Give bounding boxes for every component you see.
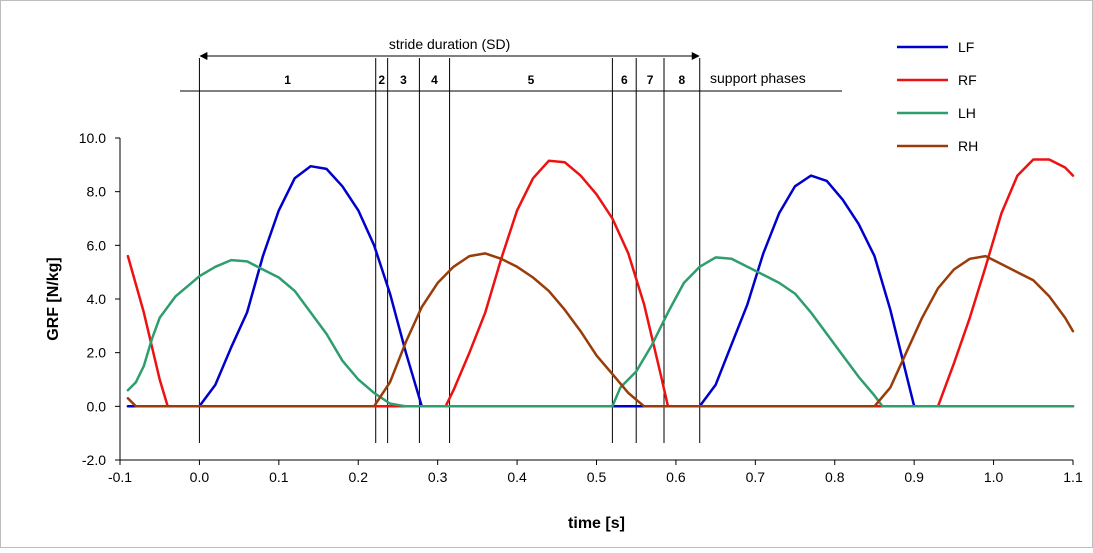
stride-arrow-head-right [691,52,700,60]
stride-duration-label: stride duration (SD) [389,36,510,52]
x-tick-label: 1.0 [984,469,1004,485]
x-tick-label: 0.6 [666,469,686,485]
legend-label-lf: LF [958,39,974,55]
y-tick-label: 8.0 [87,184,107,200]
phase-label: 5 [528,73,535,87]
phase-label: 3 [400,73,407,87]
x-tick-label: -0.1 [108,469,132,485]
legend-label-rf: RF [958,72,977,88]
phase-label: 1 [284,73,291,87]
y-tick-label: 4.0 [87,291,107,307]
x-tick-label: 0.2 [349,469,369,485]
y-tick-label: 2.0 [87,345,107,361]
y-axis-title: GRF [N/kg] [45,257,62,341]
x-tick-label: 0.5 [587,469,607,485]
phase-label: 2 [378,73,385,87]
series-line-rf [126,158,1075,408]
y-tick-label: 6.0 [87,237,107,253]
phase-label: 4 [431,73,438,87]
y-tick-label: 10.0 [79,130,106,146]
y-tick-label: 0.0 [87,398,107,414]
series-line-rh [126,252,1075,408]
phase-label: 7 [647,73,654,87]
x-tick-label: 1.1 [1063,469,1083,485]
x-tick-label: 0.7 [746,469,766,485]
x-tick-label: 0.9 [904,469,924,485]
x-tick-label: 0.1 [269,469,289,485]
x-tick-label: 0.4 [507,469,527,485]
x-tick-label: 0.3 [428,469,448,485]
legend-label-lh: LH [958,105,976,121]
support-phases-label: support phases [710,70,806,86]
x-axis-title: time [s] [568,515,625,532]
phase-label: 6 [621,73,628,87]
y-tick-label: -2.0 [82,452,106,468]
x-tick-label: 0.0 [190,469,210,485]
x-tick-label: 0.8 [825,469,845,485]
phase-label: 8 [679,73,686,87]
series-line-lh [126,256,1075,408]
legend-label-rh: RH [958,138,978,154]
stride-arrow-head-left [199,52,208,60]
